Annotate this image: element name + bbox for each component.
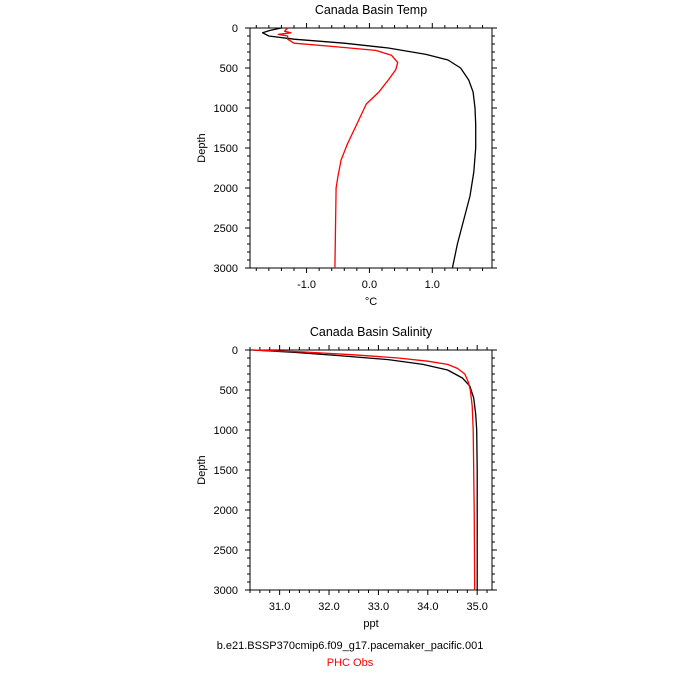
temp-ytick-label: 2000 (214, 183, 238, 195)
temp-xtick-label: 1.0 (425, 279, 440, 291)
salinity-obs-series-line (252, 349, 476, 591)
temp-ytick-label: 3000 (214, 263, 238, 275)
temp-model-series-line (261, 27, 477, 269)
salinity-x-axis-label: ppt (363, 618, 378, 630)
temp-ytick-label: 0 (232, 23, 238, 35)
temp-chart-title: Canada Basin Temp (315, 3, 427, 17)
salinity-xtick-label: 32.0 (318, 601, 339, 613)
salinity-ytick-label: 2000 (214, 505, 238, 517)
salinity-xtick-label: 34.0 (417, 601, 438, 613)
temp-plot-frame (249, 27, 493, 269)
salinity-ytick-label: 1500 (214, 465, 238, 477)
salinity-model-series-line (252, 349, 478, 590)
temp-obs-series-line (277, 27, 399, 269)
salinity-plot-frame (249, 349, 493, 591)
temp-ytick-label: 1500 (214, 143, 238, 155)
temp-ytick-label: 2500 (214, 223, 238, 235)
salinity-ytick-label: 3000 (214, 585, 238, 597)
temp-x-axis-label: °C (365, 296, 377, 308)
salinity-ytick-label: 500 (220, 385, 238, 397)
salinity-xtick-label: 31.0 (269, 601, 290, 613)
temp-ytick-label: 500 (220, 63, 238, 75)
temp-ytick-label: 1000 (214, 103, 238, 115)
salinity-xtick-label: 33.0 (368, 601, 389, 613)
temp-y-axis-label: Depth (196, 133, 208, 162)
salinity-chart-title: Canada Basin Salinity (310, 325, 433, 339)
salinity-ytick-label: 0 (232, 345, 238, 357)
legend-obs-label: PHC Obs (326, 657, 374, 669)
salinity-ytick-label: 1000 (214, 425, 238, 437)
salinity-y-axis-label: Depth (196, 455, 208, 484)
legend-model-label: b.e21.BSSP370cmip6.f09_g17.pacemaker_pac… (216, 640, 484, 652)
temp-xtick-label: -1.0 (297, 279, 316, 291)
salinity-xtick-label: 35.0 (466, 601, 487, 613)
temp-xtick-label: 0.0 (362, 279, 377, 291)
salinity-ytick-label: 2500 (214, 545, 238, 557)
